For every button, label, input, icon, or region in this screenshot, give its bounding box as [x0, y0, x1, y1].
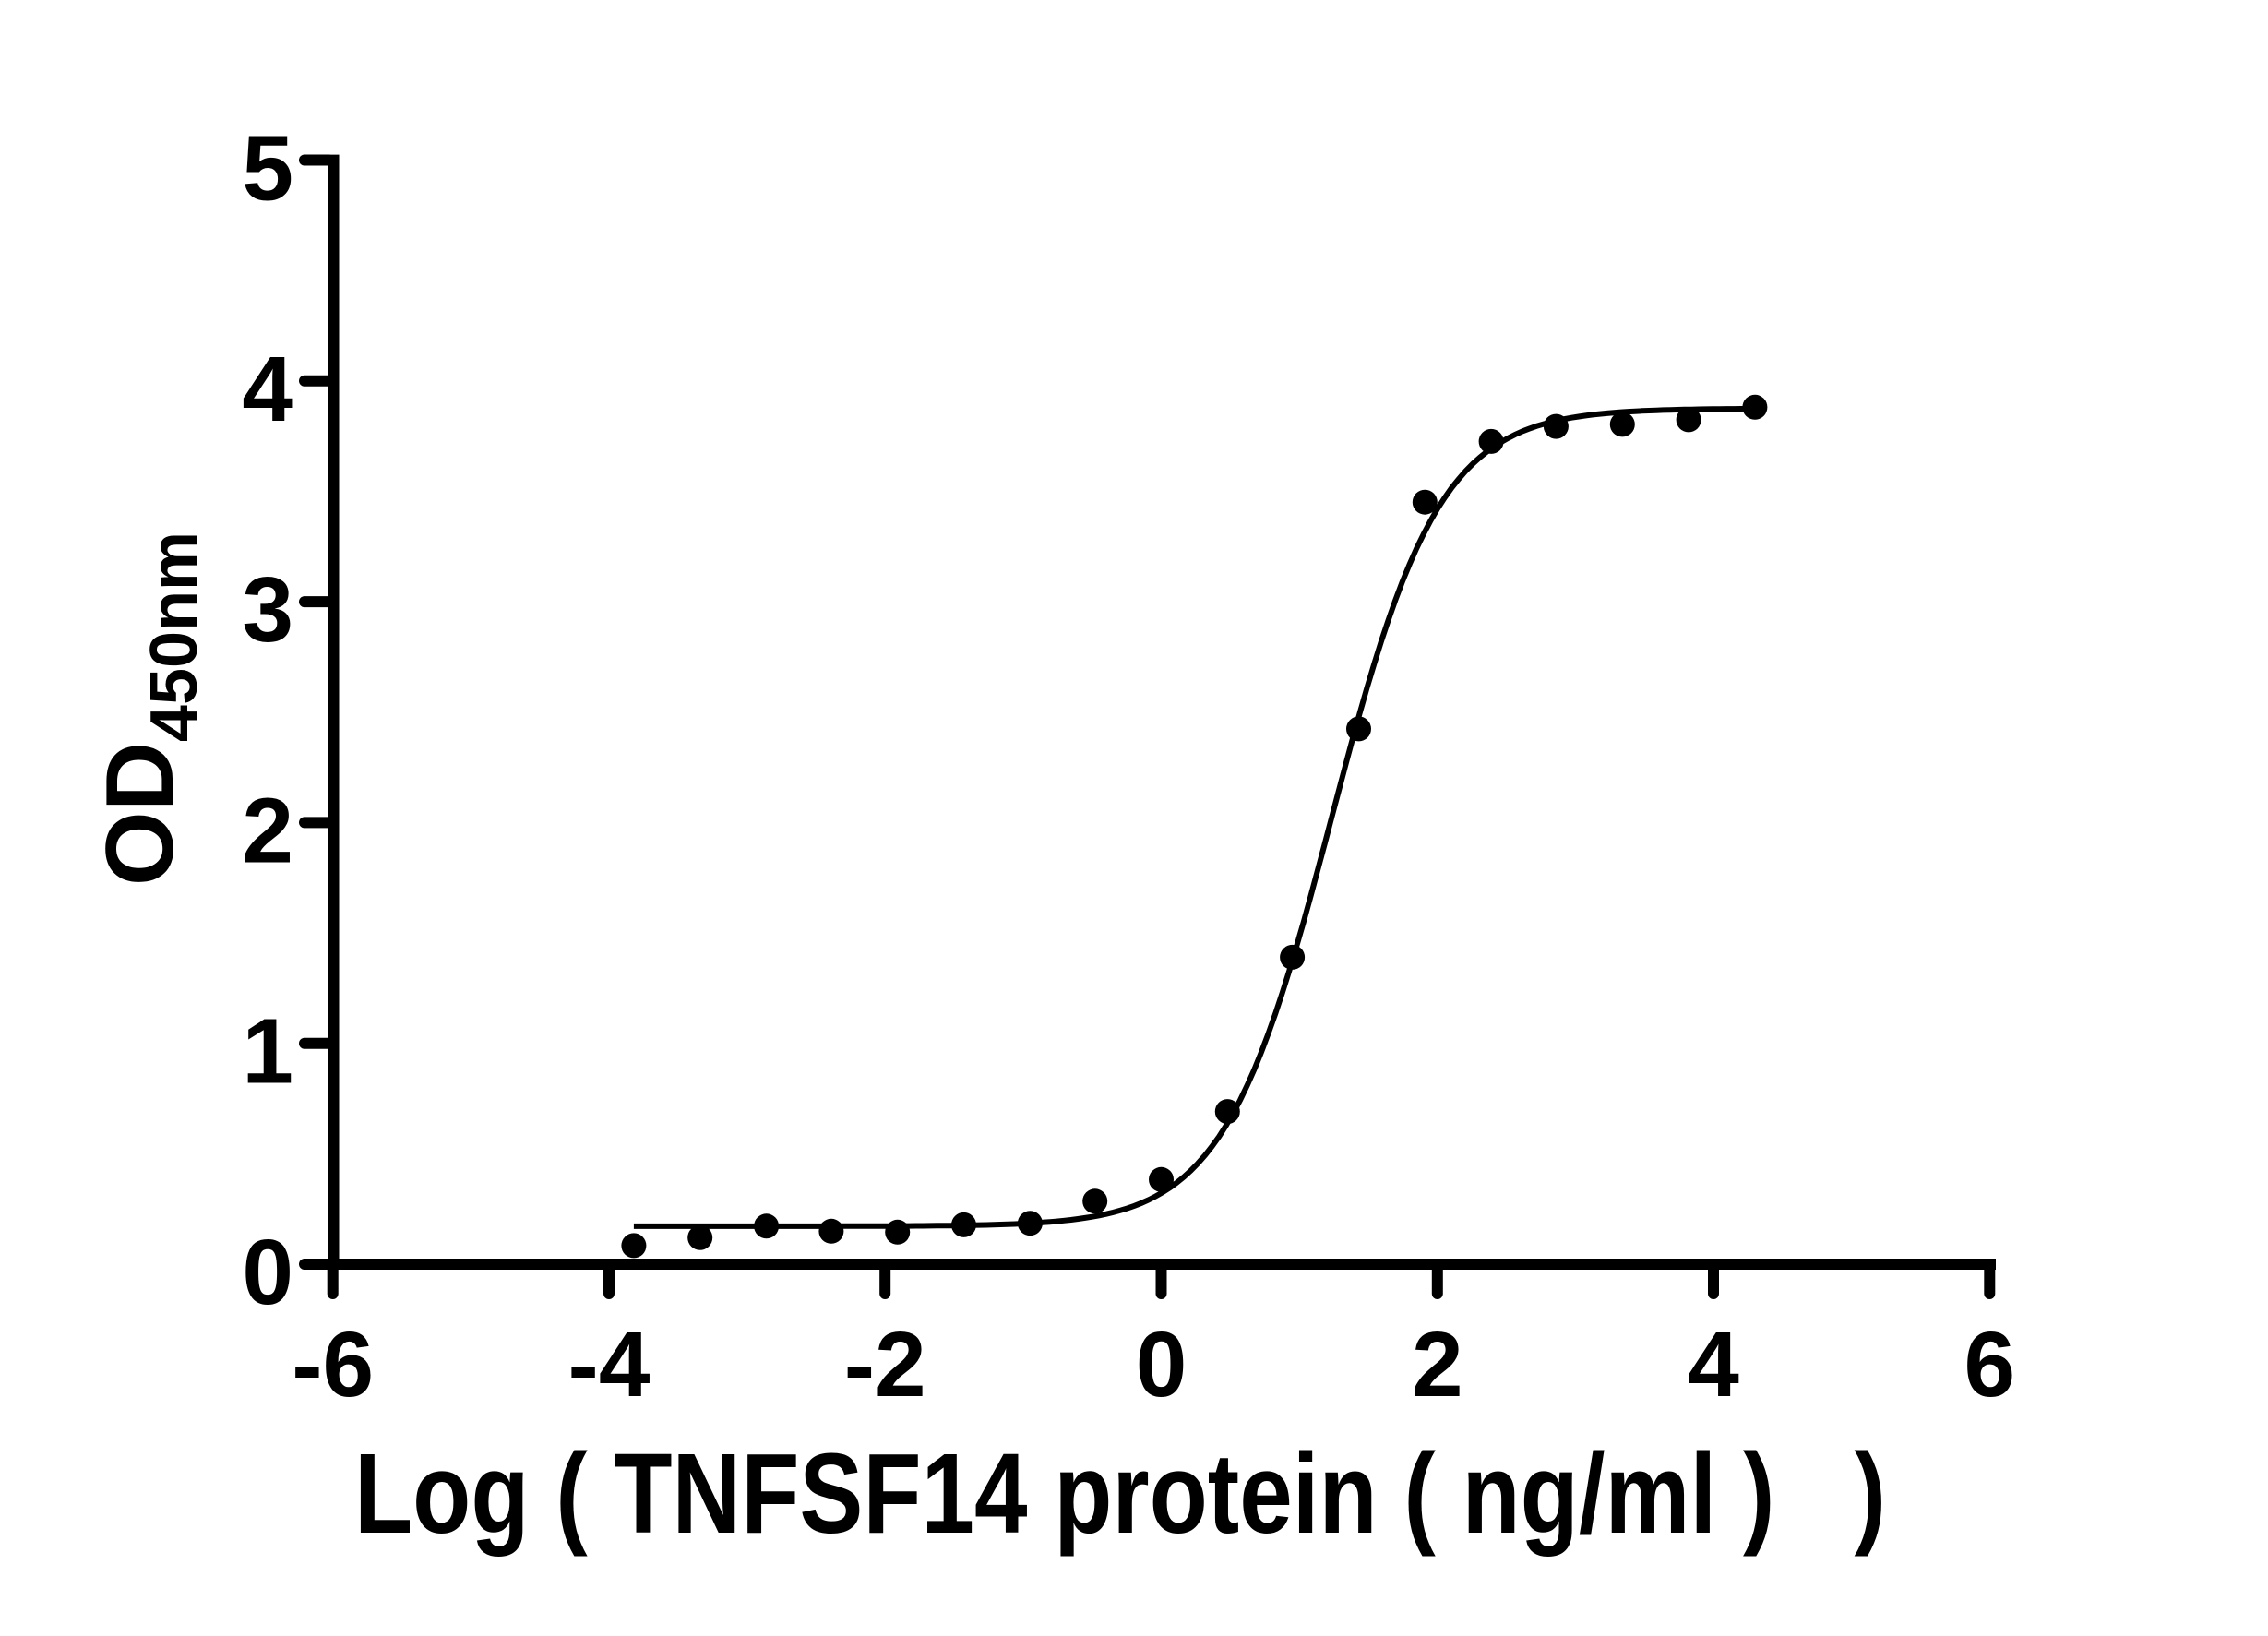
svg-text:-6: -6	[292, 1313, 374, 1416]
svg-text:0: 0	[1136, 1313, 1188, 1416]
svg-text:0: 0	[242, 1221, 293, 1324]
svg-text:-2: -2	[844, 1313, 926, 1416]
svg-text:3: 3	[242, 558, 293, 662]
svg-text:-4: -4	[568, 1313, 651, 1416]
svg-text:2: 2	[1412, 1313, 1463, 1416]
svg-text:2: 2	[242, 779, 293, 882]
svg-text:5: 5	[242, 117, 293, 221]
svg-text:4: 4	[1688, 1313, 1739, 1416]
svg-text:6: 6	[1964, 1313, 2015, 1416]
svg-text:1: 1	[242, 1000, 293, 1104]
svg-text:4: 4	[242, 338, 293, 441]
svg-text:Log ( TNFSF14 protein ( ng/ml: Log ( TNFSF14 protein ( ng/ml ) )	[354, 1431, 1886, 1558]
